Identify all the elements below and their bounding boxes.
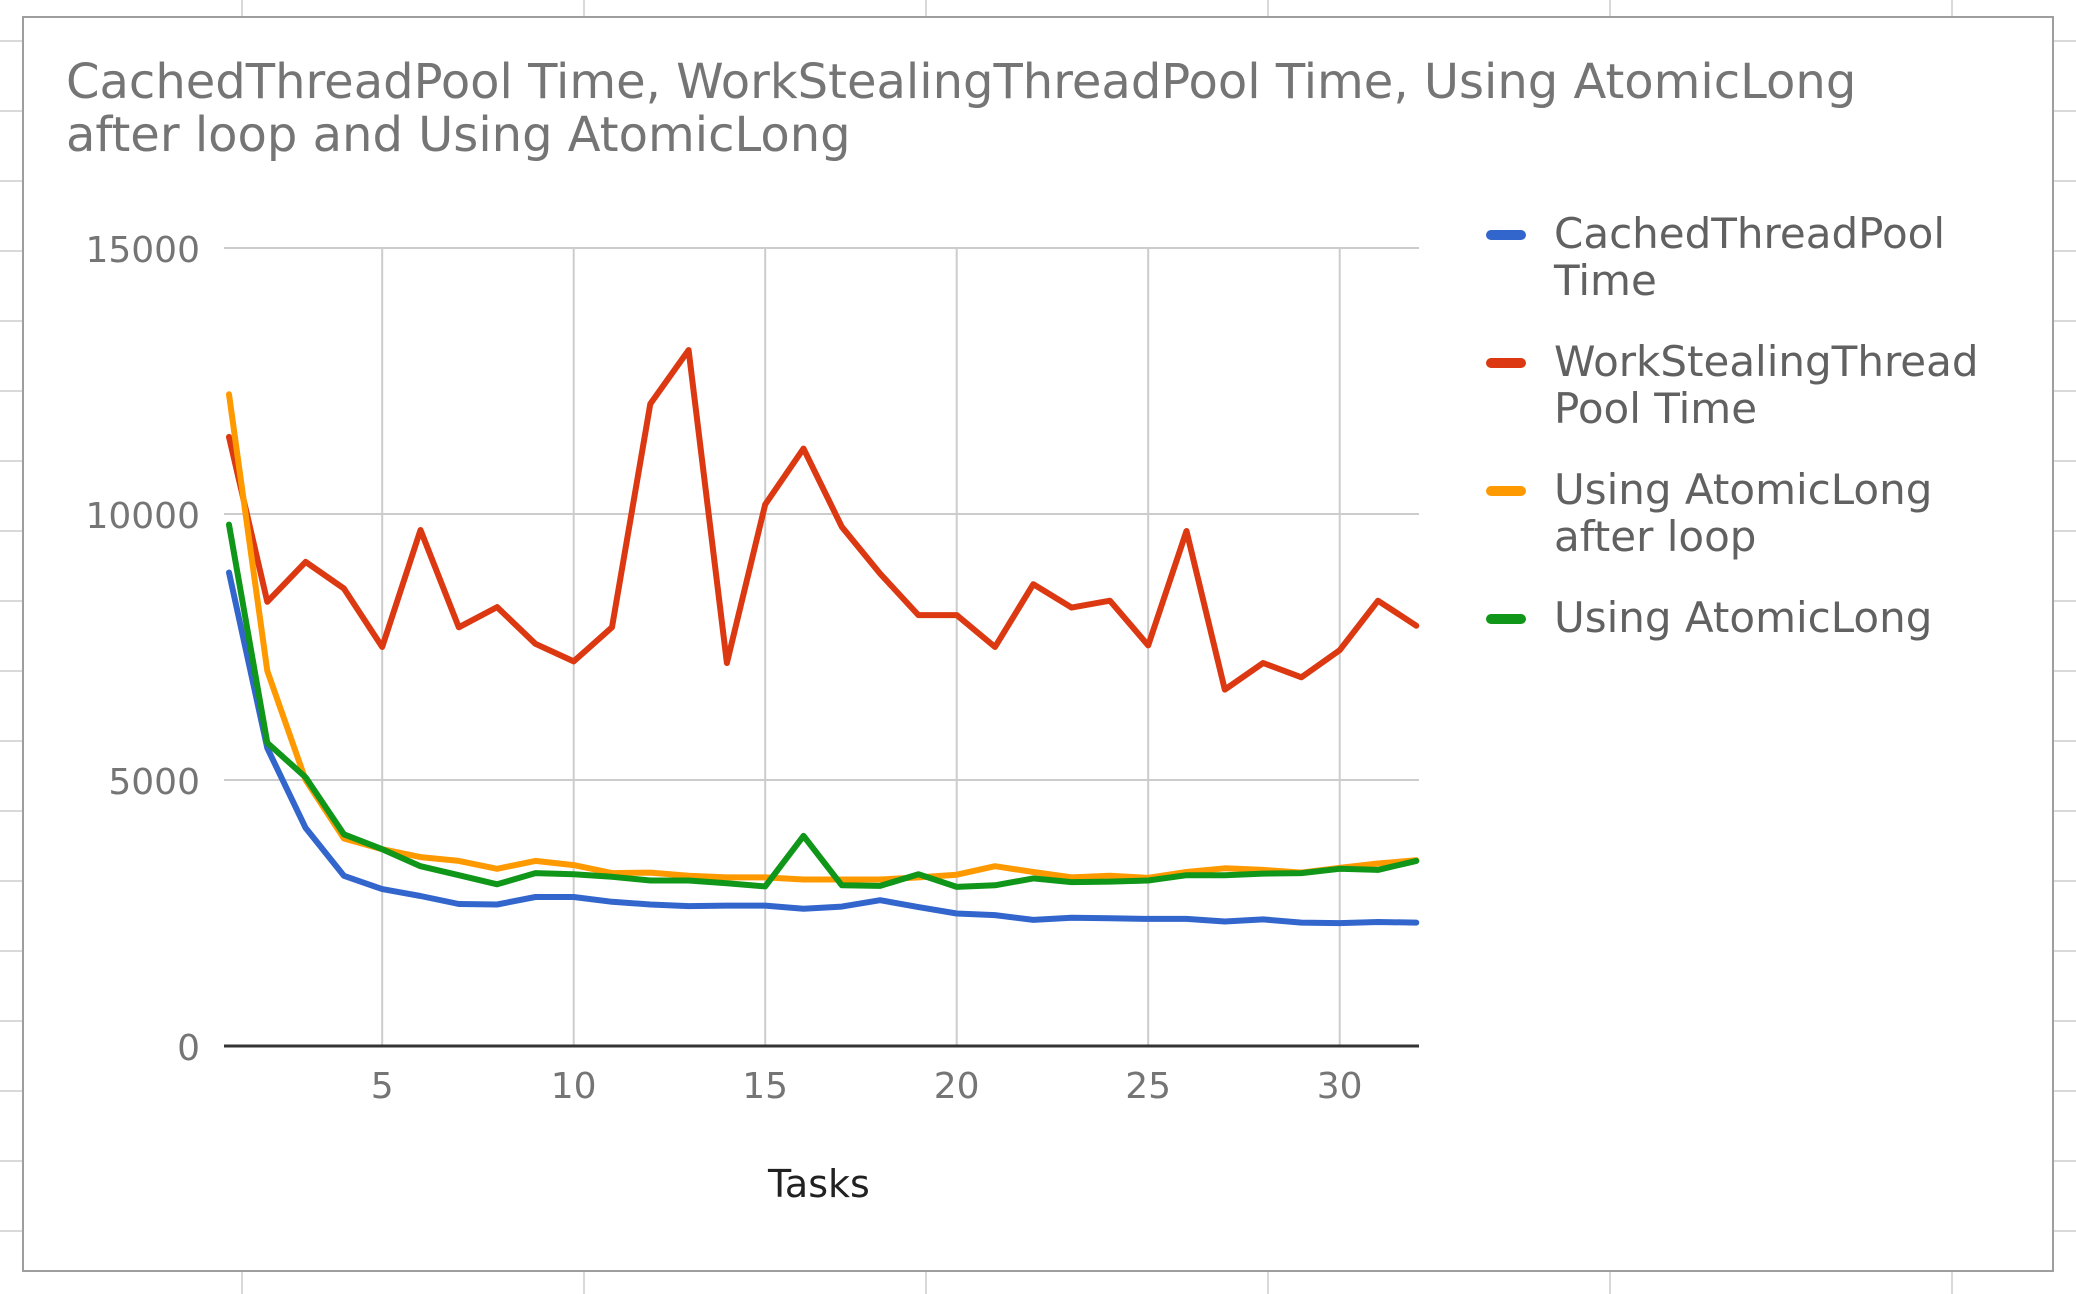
series-line[interactable]	[226, 347, 1420, 693]
series-line[interactable]	[226, 391, 1420, 883]
x-tick-label: 15	[742, 1066, 788, 1107]
legend-swatch	[1486, 358, 1526, 368]
legend-swatch	[1486, 486, 1526, 496]
legend-item[interactable]: Using AtomicLong	[1486, 594, 2026, 641]
y-tick-label: 10000	[85, 496, 200, 537]
legend-swatch	[1486, 614, 1526, 624]
legend-label: Using AtomicLong	[1554, 593, 1933, 642]
chart-card	[22, 16, 2054, 1272]
legend-label: Using AtomicLong after loop	[1554, 465, 1933, 561]
x-tick-label: 10	[551, 1066, 597, 1107]
legend-label: CachedThreadPool Time	[1554, 209, 1946, 305]
legend: CachedThreadPool Time WorkStealingThread…	[1486, 210, 2026, 675]
y-tick-label: 5000	[108, 762, 200, 803]
x-tick-label: 30	[1317, 1066, 1363, 1107]
x-tick-label: 20	[934, 1066, 980, 1107]
chart-title: CachedThreadPool Time, WorkStealingThrea…	[66, 54, 1857, 163]
y-tick-label: 0	[177, 1028, 200, 1069]
legend-item[interactable]: WorkStealingThread Pool Time	[1486, 338, 2026, 432]
legend-label: WorkStealingThread Pool Time	[1554, 337, 1979, 433]
tick-labels: 0 5000 10000 15000 5 10 15 20 25 30	[85, 230, 1362, 1107]
x-axis-title: Tasks	[768, 1162, 870, 1206]
x-tick-label: 5	[371, 1066, 394, 1107]
series-line[interactable]	[226, 521, 1420, 890]
series-line[interactable]	[226, 569, 1420, 927]
series-lines	[226, 347, 1420, 927]
y-tick-label: 15000	[85, 230, 200, 271]
legend-item[interactable]: CachedThreadPool Time	[1486, 210, 2026, 304]
legend-item[interactable]: Using AtomicLong after loop	[1486, 466, 2026, 560]
legend-swatch	[1486, 230, 1526, 240]
x-tick-label: 25	[1125, 1066, 1171, 1107]
gridlines	[224, 247, 1419, 1046]
